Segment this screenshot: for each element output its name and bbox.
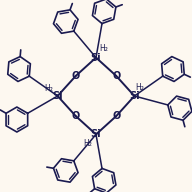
Text: H₂: H₂ xyxy=(135,83,144,92)
Text: Si: Si xyxy=(52,91,63,101)
Text: Si: Si xyxy=(129,91,140,101)
Text: Si: Si xyxy=(91,53,101,63)
Text: O: O xyxy=(72,71,80,81)
Text: O: O xyxy=(112,111,120,121)
Text: H₂: H₂ xyxy=(99,44,108,53)
Text: O: O xyxy=(72,111,80,121)
Text: Si: Si xyxy=(91,129,101,139)
Text: H₂: H₂ xyxy=(45,84,53,93)
Text: O: O xyxy=(112,71,120,81)
Text: H₂: H₂ xyxy=(84,139,93,148)
